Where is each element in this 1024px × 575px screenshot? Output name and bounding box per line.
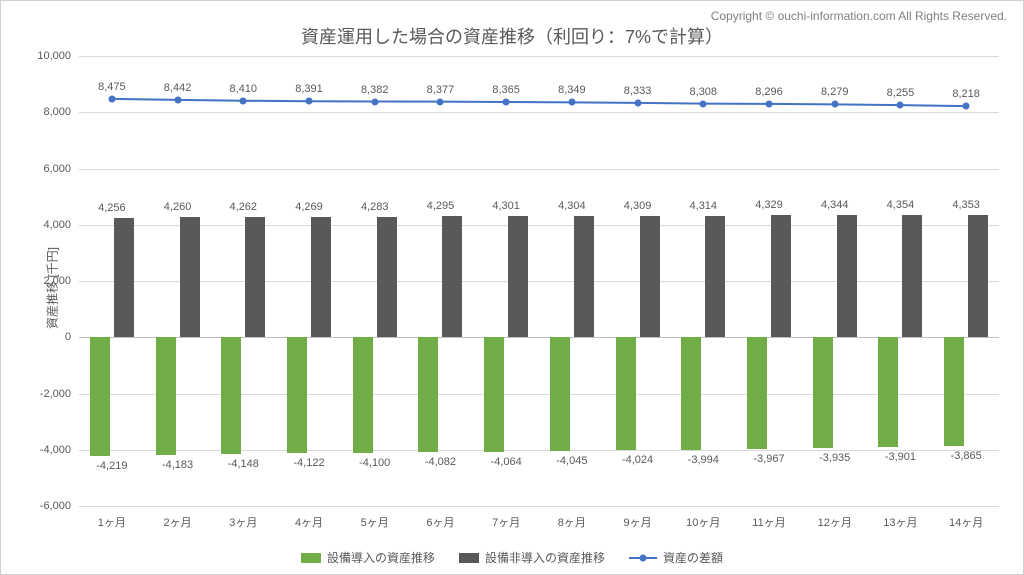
line-label: 8,218 — [952, 88, 980, 100]
y-tick-label: 2,000 — [21, 275, 71, 287]
line-label: 8,308 — [690, 86, 718, 98]
x-tick-label: 8ヶ月 — [558, 514, 586, 530]
plot-area: -4,2194,256-4,1834,260-4,1484,262-4,1224… — [79, 56, 999, 506]
line-label: 8,410 — [230, 83, 258, 95]
y-tick-label: 10,000 — [21, 50, 71, 62]
line-point — [437, 98, 444, 105]
x-tick-label: 14ヶ月 — [949, 514, 983, 530]
y-axis-label: 資産推移 [千円] — [44, 246, 61, 328]
legend-label: 設備導入の資産推移 — [327, 549, 435, 566]
x-tick-label: 3ヶ月 — [229, 514, 257, 530]
y-tick-label: -2,000 — [21, 388, 71, 400]
line-point — [963, 103, 970, 110]
x-tick-label: 2ヶ月 — [164, 514, 192, 530]
gridline — [79, 506, 999, 507]
line-svg — [79, 56, 999, 506]
chart-title: 資産運用した場合の資産推移（利回り：7%で計算） — [1, 23, 1023, 49]
x-tick-label: 10ヶ月 — [686, 514, 720, 530]
x-tick-label: 9ヶ月 — [624, 514, 652, 530]
y-tick-label: 4,000 — [21, 219, 71, 231]
y-tick-label: 6,000 — [21, 163, 71, 175]
line-point — [174, 96, 181, 103]
line-point — [371, 98, 378, 105]
x-tick-label: 11ヶ月 — [752, 514, 785, 530]
line-point — [766, 100, 773, 107]
legend-line-icon — [629, 557, 657, 559]
line-point — [306, 98, 313, 105]
line-label: 8,475 — [98, 81, 126, 93]
y-tick-label: 8,000 — [21, 106, 71, 118]
chart-container: Copyright © ouchi-information.com All Ri… — [0, 0, 1024, 575]
copyright-text: Copyright © ouchi-information.com All Ri… — [711, 9, 1007, 23]
legend-item: 資産の差額 — [629, 549, 723, 566]
x-tick-label: 13ヶ月 — [883, 514, 917, 530]
line-point — [568, 99, 575, 106]
line-label: 8,382 — [361, 84, 389, 96]
x-tick-label: 5ヶ月 — [361, 514, 389, 530]
y-tick-label: 0 — [21, 331, 71, 343]
line-label: 8,279 — [821, 86, 849, 98]
legend-swatch — [301, 553, 321, 563]
line-point — [503, 98, 510, 105]
line-label: 8,333 — [624, 85, 652, 97]
line-label: 8,442 — [164, 82, 192, 94]
line-point — [240, 97, 247, 104]
x-tick-label: 12ヶ月 — [818, 514, 852, 530]
x-tick-label: 6ヶ月 — [426, 514, 454, 530]
x-tick-label: 4ヶ月 — [295, 514, 323, 530]
line-label: 8,296 — [755, 86, 783, 98]
legend: 設備導入の資産推移 設備非導入の資産推移 資産の差額 — [1, 549, 1023, 566]
line-point — [831, 101, 838, 108]
line-point — [634, 99, 641, 106]
legend-label: 設備非導入の資産推移 — [485, 549, 605, 566]
line-point — [700, 100, 707, 107]
legend-item: 設備導入の資産推移 — [301, 549, 435, 566]
line-label: 8,349 — [558, 84, 586, 96]
legend-swatch — [459, 553, 479, 563]
legend-item: 設備非導入の資産推移 — [459, 549, 605, 566]
y-tick-label: -4,000 — [21, 444, 71, 456]
line-label: 8,377 — [427, 84, 455, 96]
x-tick-label: 1ヶ月 — [98, 514, 126, 530]
line-label: 8,255 — [887, 87, 915, 99]
legend-label: 資産の差額 — [663, 549, 723, 566]
line-point — [108, 95, 115, 102]
line-label: 8,365 — [492, 84, 520, 96]
line-label: 8,391 — [295, 83, 323, 95]
y-tick-label: -6,000 — [21, 500, 71, 512]
line-point — [897, 102, 904, 109]
x-tick-label: 7ヶ月 — [492, 514, 520, 530]
